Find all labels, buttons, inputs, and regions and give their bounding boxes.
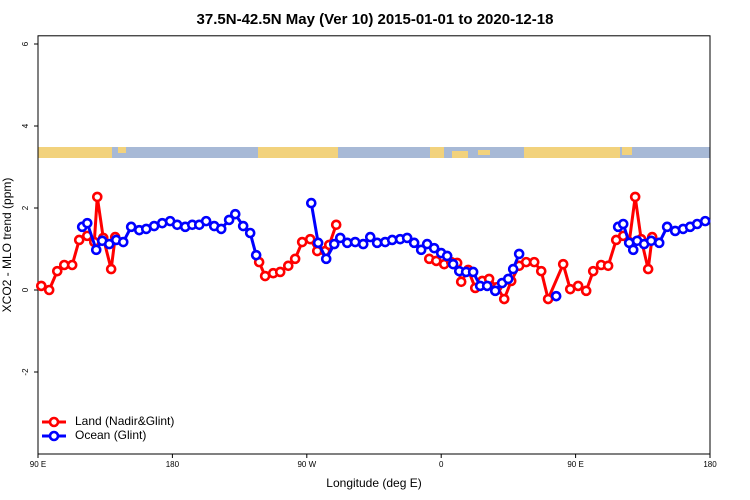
data-point bbox=[629, 191, 641, 203]
y-tick-label: 6 bbox=[21, 41, 30, 46]
x-tick-label: 90 W bbox=[297, 460, 316, 469]
data-point bbox=[105, 263, 117, 275]
data-point bbox=[653, 237, 665, 249]
data-point bbox=[502, 273, 514, 285]
data-point bbox=[334, 232, 346, 244]
data-point bbox=[481, 280, 493, 292]
data-point bbox=[215, 223, 227, 235]
data-point bbox=[572, 280, 584, 292]
data-point bbox=[90, 244, 102, 256]
chart-title: 37.5N-42.5N May (Ver 10) 2015-01-01 to 2… bbox=[197, 11, 554, 28]
data-point bbox=[535, 265, 547, 277]
data-point bbox=[428, 242, 440, 254]
data-point bbox=[330, 219, 342, 231]
data-point bbox=[498, 293, 510, 305]
data-point bbox=[320, 253, 332, 265]
data-point bbox=[557, 258, 569, 270]
data-point bbox=[587, 265, 599, 277]
data-point bbox=[507, 263, 519, 275]
y-tick-label: 4 bbox=[21, 123, 30, 128]
x-tick-label: 180 bbox=[703, 460, 717, 469]
y-tick-label: 0 bbox=[21, 287, 30, 292]
data-point bbox=[229, 208, 241, 220]
data-point bbox=[73, 234, 85, 246]
legend-marker bbox=[48, 416, 60, 428]
legend-label: Ocean (Glint) bbox=[75, 428, 146, 442]
data-point bbox=[357, 238, 369, 250]
y-tick-label: 2 bbox=[21, 205, 30, 210]
data-point bbox=[441, 250, 453, 262]
x-tick-label: 90 E bbox=[30, 460, 46, 469]
plot-frame bbox=[37, 35, 711, 455]
data-point bbox=[282, 260, 294, 272]
data-point bbox=[171, 219, 183, 231]
x-axis-label: Longitude (deg E) bbox=[326, 476, 421, 490]
data-point bbox=[455, 276, 467, 288]
data-point bbox=[580, 285, 592, 297]
data-point bbox=[645, 235, 657, 247]
data-point bbox=[550, 290, 562, 302]
data-point bbox=[447, 258, 459, 270]
data-point bbox=[35, 280, 47, 292]
data-point bbox=[244, 227, 256, 239]
data-point bbox=[305, 197, 317, 209]
y-axis-label: XCO2 - MLO trend (ppm) bbox=[0, 178, 14, 313]
data-point bbox=[349, 236, 361, 248]
data-point bbox=[81, 217, 93, 229]
data-point bbox=[43, 284, 55, 296]
data-point bbox=[117, 236, 129, 248]
data-point bbox=[627, 244, 639, 256]
data-point bbox=[223, 214, 235, 226]
data-point bbox=[467, 266, 479, 278]
data-point bbox=[489, 285, 501, 297]
series-line bbox=[81, 202, 706, 293]
data-point bbox=[617, 218, 629, 230]
data-point bbox=[602, 260, 614, 272]
data-point bbox=[408, 237, 420, 249]
x-tick-label: 180 bbox=[166, 460, 180, 469]
y-tick-label: -2 bbox=[21, 368, 30, 376]
legend-label: Land (Nadir&Glint) bbox=[75, 414, 174, 428]
data-point bbox=[364, 231, 376, 243]
data-point bbox=[237, 220, 249, 232]
data-point bbox=[371, 237, 383, 249]
data-point bbox=[401, 232, 413, 244]
data-point bbox=[200, 215, 212, 227]
data-point bbox=[661, 221, 673, 233]
data-point bbox=[528, 256, 540, 268]
data-point bbox=[642, 263, 654, 275]
data-point bbox=[66, 259, 78, 271]
legend-marker bbox=[48, 430, 60, 442]
data-point bbox=[51, 265, 63, 277]
data-point bbox=[304, 233, 316, 245]
data-point bbox=[250, 249, 262, 261]
x-tick-label: 90 E bbox=[567, 460, 583, 469]
data-point bbox=[513, 248, 525, 260]
data-point bbox=[328, 238, 340, 250]
data-point bbox=[274, 266, 286, 278]
data-point bbox=[289, 253, 301, 265]
data-point bbox=[91, 191, 103, 203]
data-point bbox=[312, 237, 324, 249]
data-point bbox=[699, 215, 711, 227]
map-strip bbox=[38, 147, 710, 158]
data-point bbox=[415, 244, 427, 256]
x-tick-label: 0 bbox=[439, 460, 444, 469]
